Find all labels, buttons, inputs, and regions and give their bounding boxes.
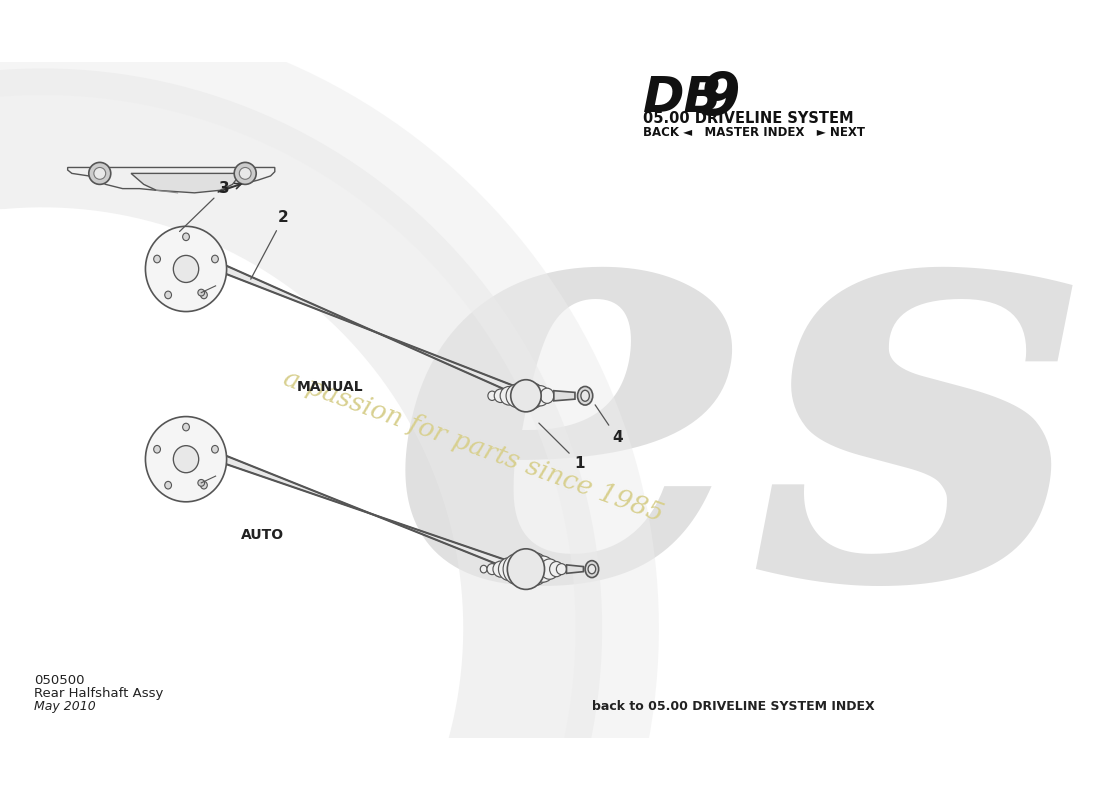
Circle shape bbox=[198, 479, 205, 486]
Text: es: es bbox=[386, 135, 1086, 699]
Ellipse shape bbox=[540, 559, 559, 579]
Text: 05.00 DRIVELINE SYSTEM: 05.00 DRIVELINE SYSTEM bbox=[642, 111, 854, 126]
Ellipse shape bbox=[503, 554, 531, 585]
Text: 1: 1 bbox=[539, 423, 584, 470]
Ellipse shape bbox=[519, 553, 549, 586]
Ellipse shape bbox=[494, 389, 507, 402]
Ellipse shape bbox=[498, 558, 519, 581]
Polygon shape bbox=[566, 565, 583, 574]
Text: back to 05.00 DRIVELINE SYSTEM INDEX: back to 05.00 DRIVELINE SYSTEM INDEX bbox=[592, 699, 874, 713]
Ellipse shape bbox=[588, 565, 596, 574]
Text: May 2010: May 2010 bbox=[34, 699, 96, 713]
Ellipse shape bbox=[513, 382, 539, 410]
Ellipse shape bbox=[581, 390, 590, 402]
Ellipse shape bbox=[208, 450, 223, 469]
Ellipse shape bbox=[507, 549, 544, 590]
Text: 2: 2 bbox=[251, 210, 288, 279]
Text: Rear Halfshaft Assy: Rear Halfshaft Assy bbox=[34, 687, 163, 700]
Ellipse shape bbox=[182, 441, 213, 478]
Ellipse shape bbox=[506, 384, 529, 408]
Text: MANUAL: MANUAL bbox=[297, 380, 363, 394]
Circle shape bbox=[198, 290, 205, 296]
Ellipse shape bbox=[493, 561, 508, 577]
Text: BACK ◄   MASTER INDEX   ► NEXT: BACK ◄ MASTER INDEX ► NEXT bbox=[642, 126, 865, 139]
Ellipse shape bbox=[531, 556, 554, 582]
Text: 4: 4 bbox=[595, 405, 623, 446]
Ellipse shape bbox=[174, 438, 210, 480]
Text: 050500: 050500 bbox=[34, 674, 85, 687]
Circle shape bbox=[240, 167, 251, 179]
Ellipse shape bbox=[199, 256, 220, 282]
Ellipse shape bbox=[165, 436, 207, 482]
Ellipse shape bbox=[174, 446, 199, 473]
Text: 9: 9 bbox=[700, 70, 740, 126]
Ellipse shape bbox=[585, 561, 598, 578]
Ellipse shape bbox=[200, 291, 207, 298]
Ellipse shape bbox=[165, 246, 207, 292]
Ellipse shape bbox=[487, 564, 497, 574]
Ellipse shape bbox=[578, 386, 593, 405]
Ellipse shape bbox=[183, 423, 189, 431]
Ellipse shape bbox=[174, 248, 210, 290]
Text: DB: DB bbox=[642, 74, 723, 122]
Ellipse shape bbox=[550, 562, 563, 577]
Ellipse shape bbox=[145, 226, 227, 311]
Ellipse shape bbox=[183, 233, 189, 241]
Ellipse shape bbox=[521, 383, 544, 409]
Polygon shape bbox=[67, 167, 275, 190]
Ellipse shape bbox=[531, 386, 550, 406]
Ellipse shape bbox=[200, 482, 207, 489]
Ellipse shape bbox=[500, 386, 518, 405]
Circle shape bbox=[234, 162, 256, 184]
Polygon shape bbox=[553, 390, 575, 401]
Circle shape bbox=[94, 167, 106, 179]
Ellipse shape bbox=[182, 250, 213, 287]
Ellipse shape bbox=[154, 255, 161, 263]
Ellipse shape bbox=[145, 417, 227, 502]
Ellipse shape bbox=[488, 391, 496, 401]
Ellipse shape bbox=[557, 564, 566, 574]
Polygon shape bbox=[224, 455, 520, 574]
Ellipse shape bbox=[510, 380, 541, 412]
Text: AUTO: AUTO bbox=[241, 528, 284, 542]
Ellipse shape bbox=[481, 566, 487, 573]
Circle shape bbox=[89, 162, 111, 184]
Text: a passion for parts since 1985: a passion for parts since 1985 bbox=[280, 366, 667, 527]
Ellipse shape bbox=[509, 550, 542, 588]
Polygon shape bbox=[131, 174, 241, 193]
Ellipse shape bbox=[199, 446, 220, 472]
Ellipse shape bbox=[208, 260, 223, 278]
Text: 3: 3 bbox=[179, 181, 230, 231]
Ellipse shape bbox=[190, 253, 218, 285]
Polygon shape bbox=[224, 265, 528, 400]
Ellipse shape bbox=[165, 291, 172, 298]
Ellipse shape bbox=[154, 446, 161, 453]
Ellipse shape bbox=[211, 446, 219, 453]
Ellipse shape bbox=[174, 255, 199, 282]
Ellipse shape bbox=[211, 255, 219, 263]
Ellipse shape bbox=[540, 388, 553, 403]
Ellipse shape bbox=[190, 443, 218, 475]
Ellipse shape bbox=[165, 482, 172, 489]
